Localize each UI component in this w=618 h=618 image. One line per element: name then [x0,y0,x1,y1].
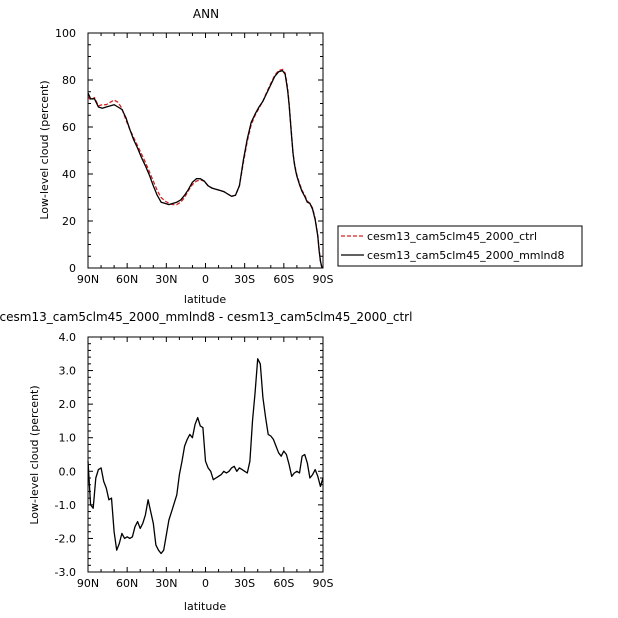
y-axis-ticks: -3.0 -2.0 -1.0 0.0 1.0 2.0 3.0 4.0 [55,331,323,579]
y-tick-label: 2.0 [59,398,77,411]
series-line-mmlnd8 [87,69,324,269]
x-tick-label: 60S [273,577,294,590]
plot-area [87,358,324,555]
y-tick-label: 40 [62,168,76,181]
y-tick-label: -3.0 [55,566,76,579]
x-axis-ticks: 90N 60N 30N 0 30S 60S 90S [77,337,334,590]
x-tick-label: 30S [234,273,255,286]
x-tick-label: 60S [273,273,294,286]
x-tick-label: 60N [116,273,138,286]
y-axis-label: Low-level cloud (percent) [28,385,41,524]
x-tick-label: 30S [234,577,255,590]
x-tick-label: 90N [77,273,99,286]
x-tick-label: 0 [202,577,209,590]
legend-box [337,225,583,267]
x-tick-label: 0 [202,273,209,286]
y-tick-label: 3.0 [59,365,77,378]
x-tick-label: 60N [116,577,138,590]
y-tick-label: 1.0 [59,432,77,445]
cloud-panel: ANN 0 20 40 60 80 100 90N 60N 30N 0 30S 60S 90S lat… [38,7,583,306]
x-tick-label: 30N [155,577,177,590]
panel-title: ANN [193,7,219,21]
y-tick-label: 80 [62,74,76,87]
y-axis-label: Low-level cloud (percent) [38,80,51,219]
y-tick-label: 0 [69,262,76,275]
y-tick-label: 100 [55,27,76,40]
y-tick-label: 60 [62,121,76,134]
legend: cesm13_cam5clm45_2000_ctrl cesm13_cam5cl… [337,225,583,267]
y-tick-label: -2.0 [55,532,76,545]
series-line-ctrl [87,68,324,269]
x-tick-label: 30N [155,273,177,286]
y-tick-label: 0.0 [59,465,77,478]
plot-area [87,68,324,269]
y-tick-label: -1.0 [55,499,76,512]
x-tick-label: 90N [77,577,99,590]
x-tick-label: 90S [313,577,334,590]
series-line-difference [87,358,324,555]
difference-panel: cesm13_cam5clm45_2000_mmlnd8 - cesm13_ca… [0,310,412,613]
y-axis-ticks: 0 20 40 60 80 100 [55,27,323,275]
plot-frame [87,32,324,269]
x-axis-ticks: 90N 60N 30N 0 30S 60S 90S [77,33,334,286]
panel-title: cesm13_cam5clm45_2000_mmlnd8 - cesm13_ca… [0,310,412,324]
y-tick-label: 4.0 [59,331,77,344]
x-tick-label: 90S [313,273,334,286]
legend-label-mmlnd8: cesm13_cam5clm45_2000_mmlnd8 [367,249,565,262]
x-axis-label: latitude [184,600,226,613]
legend-label-ctrl: cesm13_cam5clm45_2000_ctrl [367,230,537,243]
y-tick-label: 20 [62,215,76,228]
x-axis-label: latitude [184,293,226,306]
